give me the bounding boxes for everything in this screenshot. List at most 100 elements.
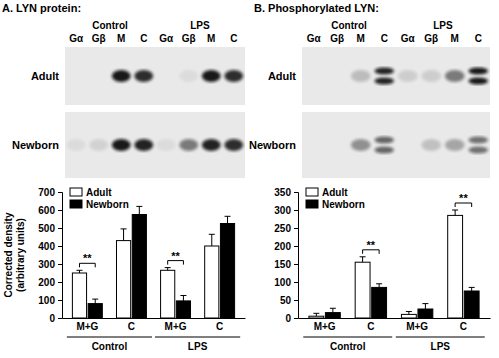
legend-swatch bbox=[306, 200, 318, 208]
bar bbox=[448, 215, 463, 318]
y-tick-label: 300 bbox=[38, 259, 55, 270]
y-axis-title: (arbitrary units) bbox=[15, 218, 26, 292]
bar bbox=[205, 246, 219, 318]
group-label: LPS bbox=[188, 341, 208, 352]
plot-marks bbox=[309, 210, 479, 318]
bar bbox=[116, 241, 130, 318]
y-tick-mark bbox=[58, 300, 62, 301]
y-tick: 350 bbox=[274, 187, 298, 198]
panel-title: A. LYN protein: bbox=[2, 2, 81, 14]
legend-swatch bbox=[70, 200, 82, 208]
blot-band bbox=[224, 139, 243, 151]
error-bar bbox=[376, 284, 382, 288]
lane-label: Gβ bbox=[182, 33, 196, 44]
significance-label: ** bbox=[171, 250, 180, 262]
bar bbox=[355, 262, 370, 318]
y-tick-label: 200 bbox=[274, 241, 291, 252]
error-cap bbox=[376, 283, 382, 284]
y-tick-mark bbox=[294, 300, 298, 301]
blot-band bbox=[179, 139, 198, 151]
condition-label: Control bbox=[92, 20, 128, 31]
legend-swatch bbox=[306, 188, 318, 196]
y-tick: 700 bbox=[38, 187, 62, 198]
y-tick-mark bbox=[58, 318, 62, 319]
y-tick-mark bbox=[58, 264, 62, 265]
y-tick-label: 0 bbox=[49, 313, 55, 324]
x-tick: C bbox=[367, 321, 374, 332]
x-tick: C bbox=[216, 321, 223, 332]
significance-label: ** bbox=[459, 192, 468, 204]
lane-label: Gα bbox=[159, 33, 174, 44]
lane-label: M bbox=[357, 33, 365, 44]
lane-label: C bbox=[230, 33, 237, 44]
y-tick: 200 bbox=[38, 277, 62, 288]
bar bbox=[72, 273, 86, 318]
y-tick: 300 bbox=[38, 259, 62, 270]
y-tick-label: 400 bbox=[38, 241, 55, 252]
y-tick: 100 bbox=[274, 277, 298, 288]
y-tick: 600 bbox=[38, 205, 62, 216]
error-cap bbox=[180, 295, 186, 296]
error-cap bbox=[422, 303, 428, 304]
y-tick-label: 100 bbox=[38, 295, 55, 306]
error-bar bbox=[165, 268, 171, 271]
legend-swatch bbox=[70, 188, 82, 196]
y-tick-mark bbox=[294, 246, 298, 247]
y-tick: 0 bbox=[49, 313, 62, 324]
y-tick-label: 500 bbox=[38, 223, 55, 234]
error-bar bbox=[313, 313, 319, 316]
error-stem bbox=[227, 216, 228, 223]
y-axis-line bbox=[294, 193, 299, 319]
y-tick-mark bbox=[58, 210, 62, 211]
blot-band bbox=[468, 147, 488, 154]
error-cap bbox=[313, 313, 319, 314]
panel: B. Phosphorylated LYN:ControlGαGβMCLPSGα… bbox=[249, 2, 491, 352]
legend-label: Newborn bbox=[86, 199, 129, 210]
y-tick: 200 bbox=[274, 241, 298, 252]
blot-band bbox=[89, 139, 108, 151]
group-label: Control bbox=[92, 341, 128, 352]
error-cap bbox=[406, 311, 412, 312]
y-axis-line bbox=[58, 193, 63, 319]
row-label: Newborn bbox=[249, 139, 296, 151]
blot-image bbox=[65, 47, 245, 105]
bar bbox=[401, 314, 416, 318]
group-rule bbox=[396, 336, 485, 337]
y-tick: 50 bbox=[280, 295, 298, 306]
blot-band bbox=[374, 137, 394, 144]
group-rule bbox=[67, 336, 152, 337]
row-label: Adult bbox=[31, 70, 59, 82]
lane-label: Gβ bbox=[424, 33, 438, 44]
error-bar bbox=[76, 270, 82, 273]
x-tick: M+G bbox=[76, 321, 98, 332]
error-cap bbox=[225, 216, 231, 217]
error-cap bbox=[469, 287, 475, 288]
lane-label: Gβ bbox=[92, 33, 106, 44]
y-axis-title: Corrected density bbox=[3, 212, 14, 297]
y-tick: 400 bbox=[38, 241, 62, 252]
significance-label: ** bbox=[83, 252, 92, 264]
lane-label: Gα bbox=[401, 33, 416, 44]
y-tick-mark bbox=[294, 282, 298, 283]
blot-band bbox=[468, 137, 488, 144]
error-stem bbox=[455, 210, 456, 215]
bar bbox=[372, 287, 387, 318]
y-tick-mark bbox=[58, 228, 62, 229]
bar bbox=[325, 313, 340, 318]
y-tick-label: 250 bbox=[274, 223, 291, 234]
y-tick: 100 bbox=[38, 295, 62, 306]
lane-label: M bbox=[117, 33, 125, 44]
error-cap bbox=[209, 234, 215, 235]
blot-band bbox=[112, 70, 131, 82]
lane-label: Gα bbox=[307, 33, 322, 44]
x-tick-label: M+G bbox=[76, 321, 98, 332]
error-stem bbox=[362, 257, 363, 262]
lane-label: C bbox=[140, 33, 147, 44]
x-axis: M+GCM+GC bbox=[63, 319, 246, 333]
x-tick-label: C bbox=[216, 321, 223, 332]
legend-label: Adult bbox=[322, 187, 348, 198]
x-tick: M+G bbox=[314, 321, 336, 332]
x-tick-label: C bbox=[367, 321, 374, 332]
y-tick: 0 bbox=[285, 313, 298, 324]
condition-label: Control bbox=[331, 20, 367, 31]
